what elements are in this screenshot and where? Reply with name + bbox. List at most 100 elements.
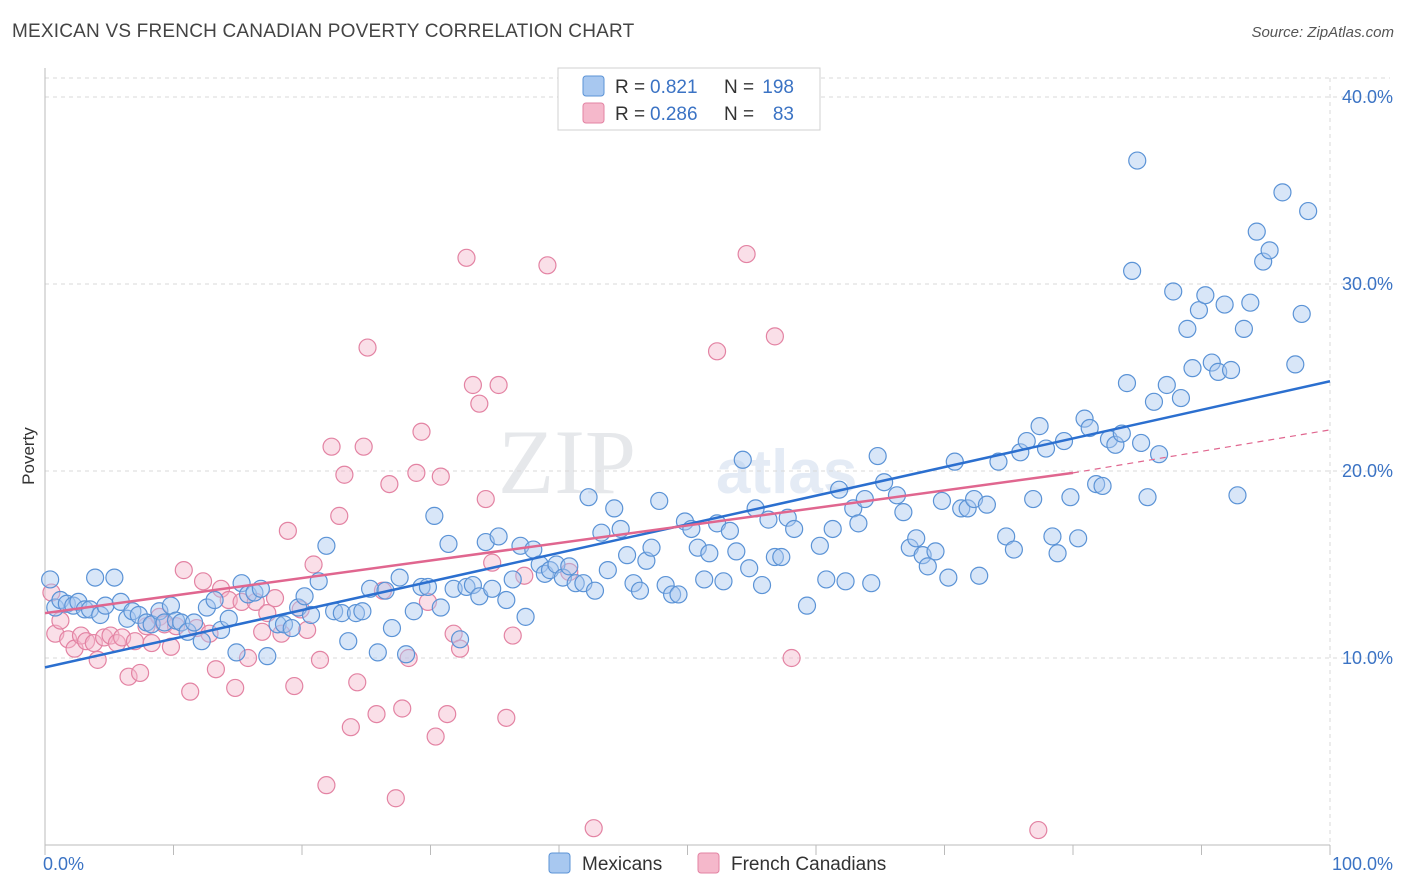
- mexicans-point: [714, 572, 733, 591]
- mexicans-point: [1202, 353, 1221, 372]
- mexicans-point: [765, 547, 784, 567]
- mexicans-point: [989, 452, 1008, 471]
- mexicans-point: [172, 613, 191, 632]
- mexicans-point: [404, 602, 423, 621]
- mexicans-point: [797, 596, 817, 615]
- mexicans-point: [105, 568, 124, 587]
- mexicans-point: [1048, 544, 1067, 563]
- mexicans-point: [579, 488, 598, 507]
- legend-r-value: 0.286: [650, 104, 698, 125]
- french-canadians-trend-line: [44, 471, 1074, 615]
- legend-n-label: N =: [724, 77, 754, 98]
- mexicans-point: [700, 544, 719, 563]
- mexicans-point: [457, 577, 476, 597]
- mexicans-point: [688, 538, 707, 557]
- mexicans-point: [1183, 359, 1202, 378]
- mexicans-point: [1075, 409, 1094, 428]
- mexicans-point: [618, 546, 637, 565]
- mexicans-point: [353, 602, 372, 621]
- mexicans-point: [1189, 301, 1209, 320]
- mexicans-point: [849, 514, 868, 533]
- french-canadians-point: [426, 727, 445, 746]
- mexicans-point: [503, 570, 522, 589]
- french-canadians-point: [407, 463, 426, 482]
- mexicans-point: [346, 604, 366, 623]
- mexicans-point: [1069, 529, 1088, 548]
- mexicans-point: [656, 575, 675, 595]
- legend-n-value: 198: [762, 77, 794, 98]
- mexicans-points: [41, 151, 1318, 666]
- legend-n-value: 83: [773, 104, 794, 125]
- trend-lines: [44, 380, 1331, 669]
- mexicans-point: [932, 491, 952, 511]
- mexicans-point: [483, 579, 502, 598]
- mexicans-point: [1106, 435, 1125, 454]
- mexicans-point: [205, 590, 224, 610]
- legend-row-french-canadians: R = 0.286 N = 83: [582, 102, 794, 125]
- legend-row-mexicans: R = 0.821 N = 198: [582, 75, 794, 98]
- legend-swatch-pink: [582, 102, 605, 124]
- mexicans-point: [1215, 295, 1234, 314]
- mexicans-point: [1080, 418, 1099, 438]
- mexicans-point: [836, 572, 855, 591]
- chart-title: MEXICAN VS FRENCH CANADIAN POVERTY CORRE…: [12, 21, 635, 42]
- french-canadians-point: [431, 467, 450, 486]
- mexicans-point: [926, 542, 945, 561]
- mexicans-point: [41, 570, 60, 589]
- mexicans-point: [1061, 488, 1080, 507]
- y-tick-label: 20.0%: [1342, 461, 1393, 481]
- mexicans-point: [497, 590, 516, 610]
- french-canadians-point: [348, 673, 367, 692]
- mexicans-point: [650, 491, 669, 511]
- mexicans-point: [390, 568, 409, 587]
- mexicans-point: [57, 594, 76, 613]
- mexicans-point: [1004, 540, 1023, 559]
- french-canadians-point: [584, 819, 603, 838]
- french-canadians-point: [412, 422, 431, 441]
- french-canadians-points: [42, 244, 1048, 840]
- french-canadians-point: [238, 648, 258, 668]
- watermark-zip: ZIP: [498, 411, 636, 513]
- mexicans-point: [894, 503, 913, 522]
- mexicans-point: [425, 506, 444, 525]
- mexicans-point: [624, 574, 643, 593]
- mexicans-point: [772, 547, 791, 567]
- mexicans-point: [1234, 319, 1254, 338]
- french-canadians-point: [367, 704, 386, 724]
- mexicans-point: [1178, 319, 1197, 338]
- french-canadians-point: [298, 620, 317, 640]
- french-canadians-point: [476, 489, 495, 509]
- mexicans-point: [1247, 222, 1266, 241]
- mexicans-point: [868, 446, 887, 466]
- y-axis-label: Poverty: [19, 427, 38, 485]
- mexicans-point: [86, 568, 105, 587]
- mexicans-point: [945, 452, 964, 471]
- tick-labels: 10.0% 20.0% 30.0% 40.0% 0.0% 100.0%: [43, 87, 1393, 874]
- mexicans-point: [727, 542, 746, 561]
- mexicans-point: [977, 495, 997, 514]
- french-canadians-point: [470, 394, 489, 413]
- legend-label-mexicans: Mexicans: [582, 854, 662, 875]
- mexicans-point: [785, 519, 804, 539]
- mexicans-point: [1164, 282, 1183, 301]
- mexicans-point: [952, 499, 971, 518]
- mexicans-point: [282, 618, 301, 638]
- french-canadians-point: [278, 521, 297, 540]
- mexicans-point: [662, 585, 682, 604]
- mexicans-point: [907, 529, 926, 548]
- mexicans-point: [1299, 201, 1318, 221]
- mexicans-point: [192, 632, 211, 651]
- legend-swatch-french-canadians: [697, 852, 720, 874]
- mexicans-point: [695, 570, 714, 589]
- french-canadians-point: [253, 622, 272, 641]
- mexicans-point: [823, 519, 842, 539]
- mexicans-point: [463, 575, 483, 595]
- french-canadians-point: [380, 474, 399, 494]
- french-canadians-point: [354, 437, 373, 456]
- mexicans-point: [301, 605, 321, 625]
- mexicans-point: [810, 536, 829, 555]
- mexicans-point: [1117, 374, 1137, 393]
- mexicans-point: [585, 581, 605, 600]
- series-legend: Mexicans French Canadians: [548, 852, 886, 875]
- french-canadians-point: [393, 699, 412, 718]
